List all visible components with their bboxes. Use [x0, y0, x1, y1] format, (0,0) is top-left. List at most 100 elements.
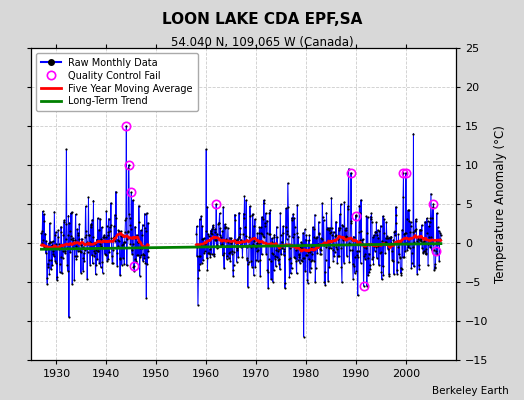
- Point: [51, 258, 59, 264]
- Point: [338, 222, 346, 228]
- Point: [283, 180, 292, 186]
- Point: [343, 253, 351, 259]
- Point: [362, 242, 370, 248]
- Point: [48, 238, 57, 245]
- Point: [307, 244, 315, 250]
- Point: [113, 236, 122, 243]
- Point: [202, 146, 211, 152]
- Point: [270, 232, 279, 238]
- Point: [133, 232, 141, 238]
- Point: [293, 230, 301, 236]
- Point: [411, 226, 419, 233]
- Point: [315, 245, 324, 252]
- Point: [397, 271, 406, 278]
- Point: [225, 234, 234, 241]
- Point: [373, 232, 381, 238]
- Point: [195, 216, 204, 222]
- Point: [298, 258, 307, 264]
- Point: [106, 228, 114, 234]
- Point: [309, 247, 318, 253]
- Point: [203, 204, 211, 210]
- Point: [387, 233, 396, 240]
- Point: [113, 250, 121, 256]
- Point: [291, 255, 299, 262]
- Point: [139, 258, 147, 264]
- Point: [73, 230, 82, 236]
- Point: [311, 212, 319, 218]
- Point: [383, 235, 391, 242]
- Point: [112, 188, 120, 195]
- Point: [83, 276, 91, 282]
- Point: [305, 232, 313, 238]
- Point: [126, 221, 134, 228]
- Point: [59, 232, 68, 238]
- Point: [80, 250, 88, 256]
- Point: [284, 204, 292, 210]
- Point: [202, 255, 211, 261]
- Point: [220, 265, 228, 271]
- Point: [303, 280, 312, 286]
- Point: [87, 222, 95, 228]
- Point: [256, 273, 265, 279]
- Point: [80, 257, 89, 264]
- Point: [47, 256, 56, 263]
- Point: [394, 244, 402, 250]
- Point: [103, 223, 111, 229]
- Point: [198, 223, 206, 230]
- Point: [52, 277, 61, 283]
- Point: [241, 193, 249, 200]
- Point: [314, 219, 323, 225]
- Point: [70, 277, 79, 283]
- Point: [319, 217, 328, 224]
- Point: [42, 275, 51, 282]
- Point: [112, 215, 121, 222]
- Point: [344, 166, 353, 172]
- Point: [304, 237, 313, 244]
- Point: [269, 267, 278, 274]
- Point: [277, 238, 286, 245]
- Point: [393, 271, 401, 277]
- Point: [111, 212, 119, 218]
- Point: [77, 270, 85, 276]
- Point: [75, 236, 83, 242]
- Point: [285, 274, 293, 280]
- Point: [410, 263, 418, 270]
- Point: [328, 195, 336, 201]
- Point: [329, 257, 337, 264]
- Point: [419, 248, 427, 255]
- Point: [345, 258, 354, 265]
- Point: [364, 254, 373, 261]
- Point: [37, 230, 46, 236]
- Point: [196, 241, 205, 247]
- Point: [401, 248, 409, 254]
- Point: [429, 201, 438, 207]
- Point: [428, 247, 436, 253]
- Point: [337, 279, 346, 286]
- Point: [91, 241, 99, 248]
- Point: [351, 254, 359, 260]
- Point: [254, 258, 262, 264]
- Point: [123, 262, 131, 269]
- Point: [302, 252, 310, 258]
- Point: [280, 248, 289, 254]
- Point: [256, 257, 264, 263]
- Point: [424, 262, 432, 268]
- Point: [278, 244, 287, 251]
- Point: [86, 224, 95, 230]
- Point: [124, 165, 133, 171]
- Point: [93, 256, 101, 262]
- Point: [118, 242, 126, 248]
- Point: [362, 245, 370, 252]
- Point: [430, 247, 438, 254]
- Point: [432, 237, 441, 243]
- Point: [125, 215, 134, 221]
- Point: [312, 242, 321, 249]
- Point: [222, 256, 231, 262]
- Point: [350, 263, 358, 270]
- Point: [45, 240, 53, 246]
- Point: [219, 204, 227, 210]
- Point: [329, 246, 337, 253]
- Point: [66, 228, 74, 234]
- Point: [368, 256, 376, 262]
- Point: [230, 262, 238, 268]
